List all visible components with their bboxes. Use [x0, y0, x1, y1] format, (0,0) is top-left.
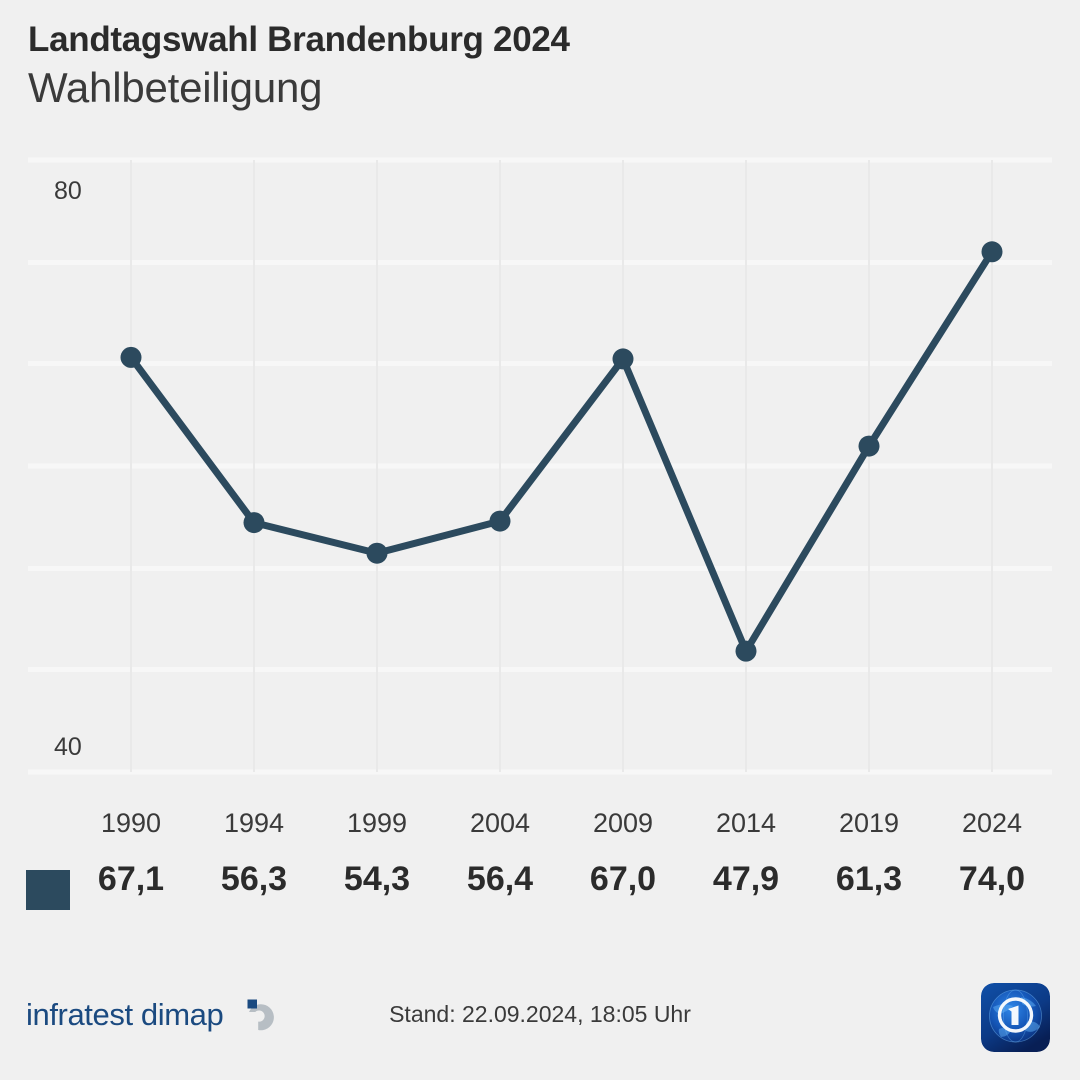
infratest-dimap-wordmark: infratest dimap	[26, 997, 224, 1032]
x-axis-label-2019: 2019	[838, 808, 900, 838]
value-label-2004: 56,4	[466, 860, 534, 898]
value-label-1990: 67,1	[97, 860, 165, 898]
x-axis-label-2014: 2014	[715, 808, 777, 838]
chart-header: Landtagswahl Brandenburg 2024 Wahlbeteil…	[28, 20, 1048, 112]
data-values-row: 67,1 56,3 54,3 56,4 67,0 47,9 61,3 74,0	[0, 860, 1080, 920]
legend-color-swatch	[26, 870, 70, 910]
x-axis-label-1990: 1990	[100, 808, 162, 838]
x-axis-label-1999: 1999	[346, 808, 408, 838]
data-point-2014	[735, 640, 757, 662]
ard-das-erste-logo	[981, 983, 1050, 1052]
data-point-2009	[612, 348, 634, 370]
series-line-wahlbeteiligung	[127, 248, 996, 655]
data-point-2024	[981, 241, 1003, 263]
x-axis-label-2024: 2024	[961, 808, 1023, 838]
chart-plot-area: 80 40	[28, 157, 1052, 775]
data-point-2019	[858, 435, 880, 457]
value-label-2024: 74,0	[958, 860, 1026, 898]
y-axis-tick-40: 40	[54, 733, 82, 761]
value-label-2009: 67,0	[589, 860, 657, 898]
data-point-2004	[489, 510, 511, 532]
line-chart-svg	[28, 157, 1052, 775]
x-axis-label-2009: 2009	[592, 808, 654, 838]
data-point-1990	[120, 346, 142, 368]
value-label-1994: 56,3	[220, 860, 288, 898]
value-label-2019: 61,3	[835, 860, 903, 898]
data-point-1999	[366, 542, 388, 564]
page-subtitle: Wahlbeteiligung	[28, 63, 323, 111]
value-label-2014: 47,9	[712, 860, 780, 898]
infratest-dimap-logo: infratest dimap	[26, 987, 280, 1043]
x-axis-label-1994: 1994	[223, 808, 285, 838]
x-axis-year-labels: 1990 1994 1999 2004 2009 2014 2019 2024	[0, 808, 1080, 850]
infratest-dimap-mark-icon	[232, 991, 280, 1039]
x-axis-label-2004: 2004	[469, 808, 531, 838]
chart-footer: infratest dimap Stand: 22.09.2024, 18:05…	[0, 975, 1080, 1080]
series-data-points	[120, 241, 1003, 662]
value-label-1999: 54,3	[343, 860, 411, 898]
stand-timestamp: Stand: 22.09.2024, 18:05 Uhr	[389, 1001, 691, 1027]
page-title: Landtagswahl Brandenburg 2024	[28, 20, 570, 59]
horizontal-gridlines	[28, 157, 1052, 775]
y-axis-tick-80: 80	[54, 177, 82, 205]
data-point-1994	[243, 512, 265, 534]
